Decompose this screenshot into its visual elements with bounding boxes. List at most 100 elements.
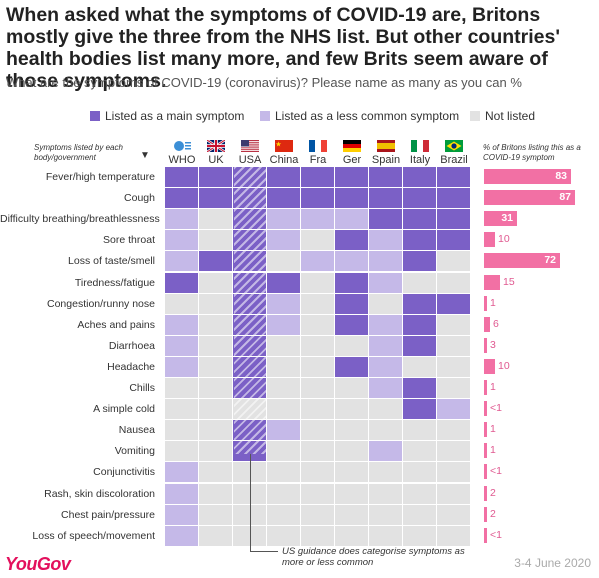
- heatmap-cell-usa: [233, 483, 266, 504]
- uk-percent-label: 2: [490, 486, 496, 499]
- uk-percent-label: 2: [490, 507, 496, 520]
- heatmap-cell-spain: [369, 167, 402, 187]
- heatmap-cell-china: [267, 420, 300, 441]
- uk-flag-icon: [206, 139, 226, 153]
- heatmap-cell-ger: [335, 356, 368, 377]
- uk-percent-label: 72: [544, 254, 556, 267]
- heatmap-cell-brazil: [437, 441, 470, 462]
- heatmap-cell-fra: [301, 272, 334, 293]
- column-header-china: China: [269, 154, 299, 166]
- row-label: Difficulty breathing/breathlessness: [0, 213, 160, 226]
- heatmap-cell-ger: [335, 230, 368, 251]
- legend-swatch-none: [470, 111, 480, 121]
- heatmap-cell-uk: [199, 272, 232, 293]
- heatmap-cell-china: [267, 378, 300, 398]
- uk-percent-label: 10: [498, 233, 510, 246]
- row-label: Congestion/runny nose: [47, 297, 155, 310]
- usa-annotation: US guidance does categorise symptoms as …: [282, 546, 465, 568]
- usa-hatch-overlay: [234, 167, 267, 454]
- heatmap-cell-brazil: [437, 230, 470, 251]
- column-header-spain: Spain: [371, 154, 401, 166]
- heatmap-cell-china: [267, 399, 300, 420]
- uk-percent-label: <1: [490, 402, 502, 415]
- heatmap-cell-fra: [301, 251, 334, 272]
- heatmap-cell-usa: [233, 462, 266, 483]
- heatmap-cell-fra: [301, 462, 334, 483]
- heatmap-cell-ger: [335, 209, 368, 230]
- uk-percent-bar: [484, 211, 517, 227]
- heatmap-cell-spain: [369, 504, 402, 525]
- heatmap-cell-uk: [199, 251, 232, 272]
- heatmap-cell-uk: [199, 378, 232, 398]
- heatmap-cell-spain: [369, 293, 402, 314]
- row-label: Tiredness/fatigue: [74, 276, 155, 289]
- uk-percent-bar: [484, 506, 487, 522]
- heatmap-cell-uk: [199, 188, 232, 209]
- heatmap-cell-ger: [335, 462, 368, 483]
- heatmap-cell-spain: [369, 462, 402, 483]
- heatmap-cell-spain: [369, 272, 402, 293]
- heatmap-cell-who: [165, 420, 198, 441]
- heatmap-cell-italy: [403, 314, 436, 335]
- heatmap-cell-china: [267, 441, 300, 462]
- legend-none: Not listed: [470, 109, 535, 123]
- uk-percent-label: <1: [490, 465, 502, 478]
- heatmap-cell-brazil: [437, 420, 470, 441]
- heatmap-cell-who: [165, 188, 198, 209]
- heatmap-cell-china: [267, 314, 300, 335]
- heatmap-cell-who: [165, 272, 198, 293]
- heatmap-cell-italy: [403, 378, 436, 398]
- heatmap-cell-uk: [199, 504, 232, 525]
- uk-percent-bar: [484, 358, 495, 374]
- row-label: Fever/high temperature: [45, 171, 155, 183]
- row-label: Conjunctivitis: [93, 466, 155, 479]
- uk-percent-label: <1: [490, 528, 502, 541]
- uk-percent-bar: [484, 190, 575, 206]
- heatmap-cell-spain: [369, 399, 402, 420]
- uk-percent-label: 83: [555, 170, 567, 182]
- heatmap-cell-china: [267, 167, 300, 187]
- uk-percent-label: 3: [490, 338, 496, 351]
- uk-percent-bar: [484, 443, 487, 459]
- china-flag-icon: [275, 139, 293, 152]
- heatmap-cell-ger: [335, 335, 368, 356]
- heatmap-cell-who: [165, 230, 198, 251]
- heatmap-cell-brazil: [437, 335, 470, 356]
- legend-main: Listed as a main symptom: [90, 109, 244, 123]
- heatmap-cell-italy: [403, 209, 436, 230]
- heatmap-cell-italy: [403, 167, 436, 187]
- yougov-logo: YouGov: [5, 554, 71, 574]
- heatmap-cell-uk: [199, 335, 232, 356]
- heatmap-cell-who: [165, 504, 198, 525]
- heatmap-cell-uk: [199, 399, 232, 420]
- heatmap-cell-brazil: [437, 314, 470, 335]
- italy-flag-icon: [411, 139, 429, 152]
- uk-percent-bar: [484, 485, 487, 501]
- heatmap-cell-fra: [301, 378, 334, 398]
- heatmap-cell-spain: [369, 525, 402, 546]
- down-arrow-icon: ▼: [140, 150, 150, 161]
- heatmap-cell-fra: [301, 483, 334, 504]
- heatmap-cell-spain: [369, 483, 402, 504]
- heatmap-cell-spain: [369, 378, 402, 398]
- heatmap-cell-who: [165, 462, 198, 483]
- heatmap-cell-italy: [403, 462, 436, 483]
- who-logo-icon: [173, 139, 191, 151]
- heatmap-cell-fra: [301, 441, 334, 462]
- heatmap-cell-who: [165, 356, 198, 377]
- heatmap-cell-fra: [301, 335, 334, 356]
- heatmap-cell-italy: [403, 251, 436, 272]
- heatmap-cell-who: [165, 251, 198, 272]
- uk-percent-label: 10: [498, 359, 510, 372]
- uk-percent-bar: [484, 527, 487, 543]
- heatmap-cell-brazil: [437, 293, 470, 314]
- heatmap-cell-who: [165, 209, 198, 230]
- heatmap-cell-italy: [403, 356, 436, 377]
- heatmap-cell-who: [165, 525, 198, 546]
- legend-less: Listed as a less common symptom: [260, 109, 459, 123]
- column-header-ger: Ger: [342, 154, 362, 166]
- heatmap-cell-italy: [403, 272, 436, 293]
- heatmap-cell-brazil: [437, 188, 470, 209]
- heatmap-cell-ger: [335, 188, 368, 209]
- heatmap-cell-brazil: [437, 251, 470, 272]
